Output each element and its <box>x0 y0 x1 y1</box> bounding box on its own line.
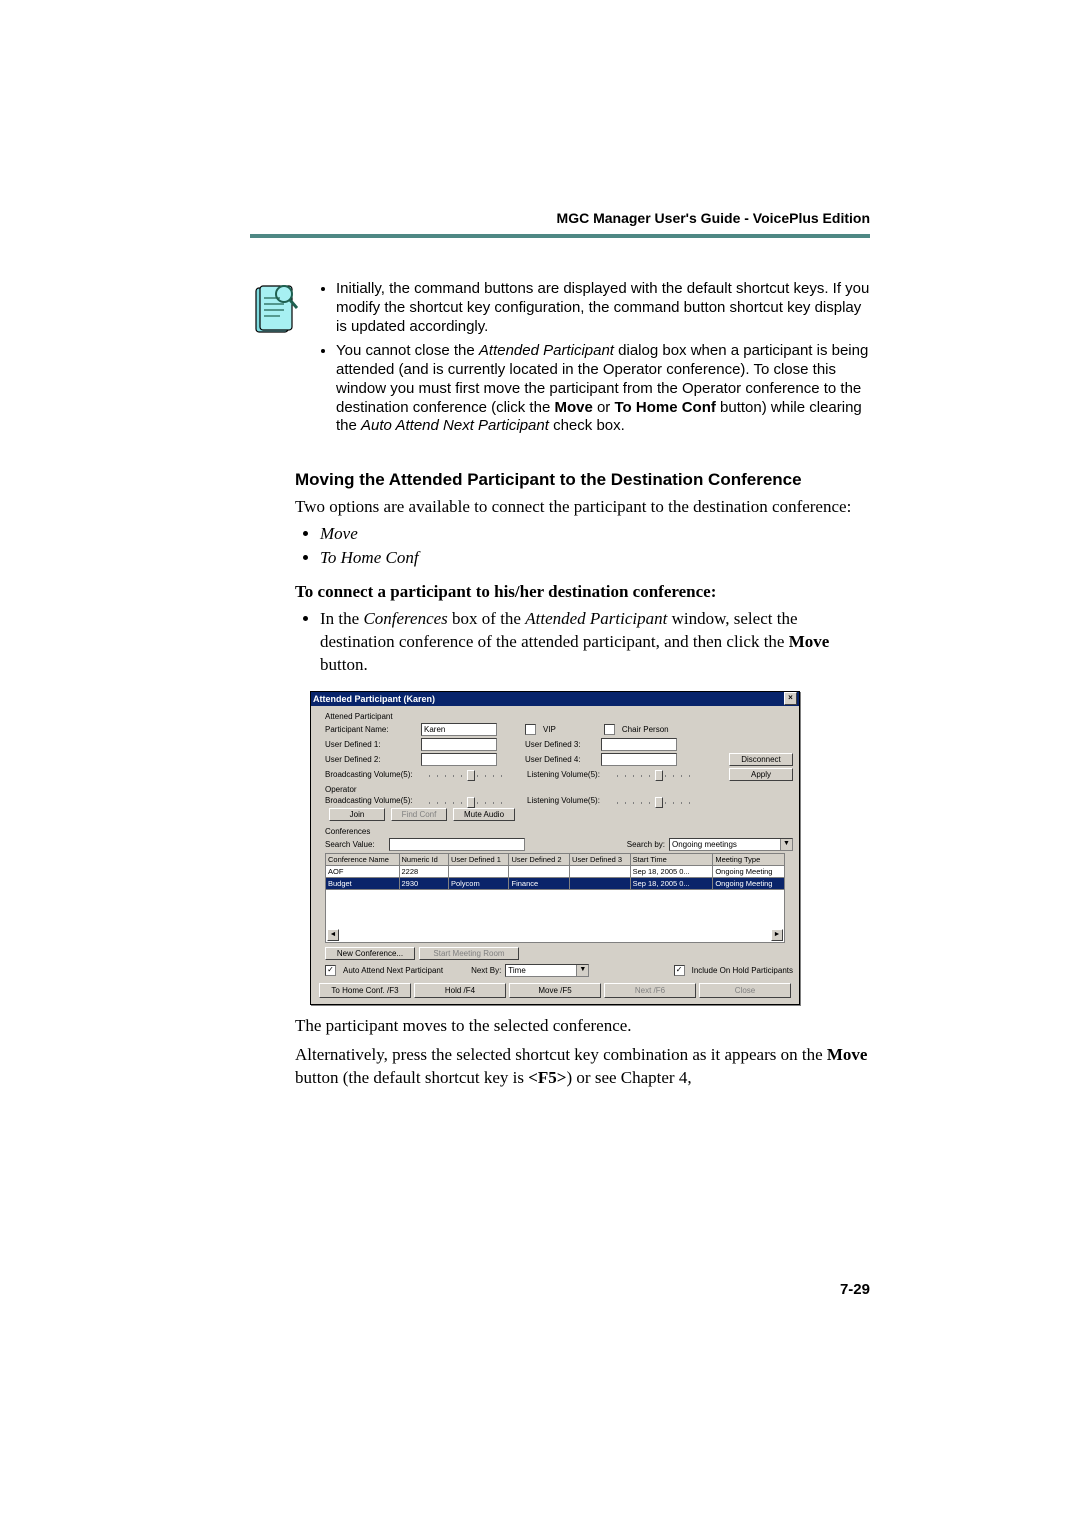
option-move: Move <box>320 523 870 546</box>
drop-search-by[interactable]: Ongoing meetings▼ <box>669 838 793 851</box>
drop-next-by[interactable]: Time▼ <box>505 964 589 977</box>
btn-start-meeting-room[interactable]: Start Meeting Room <box>419 947 519 960</box>
slider-listen[interactable] <box>617 769 697 779</box>
lbl-vip: VIP <box>543 725 556 734</box>
btn-mute-audio[interactable]: Mute Audio <box>453 808 515 821</box>
chk-include-hold[interactable]: ✓ <box>674 965 685 976</box>
note-block: Initially, the command buttons are displ… <box>250 280 870 442</box>
lbl-ud4: User Defined 4: <box>525 755 597 764</box>
lbl-ud3: User Defined 3: <box>525 740 597 749</box>
chk-auto-attend[interactable]: ✓ <box>325 965 336 976</box>
option-home: To Home Conf <box>320 547 870 570</box>
group-conferences: Conferences <box>325 827 793 836</box>
step-1: In the Conferences box of the Attended P… <box>250 608 870 677</box>
scroll-right-icon[interactable]: ► <box>771 929 783 941</box>
scroll-left-icon[interactable]: ◄ <box>327 929 339 941</box>
note-text: Initially, the command buttons are displ… <box>318 280 870 442</box>
lbl-bvol2: Broadcasting Volume(5): <box>325 796 425 805</box>
section-intro: Two options are available to connect the… <box>250 496 870 570</box>
input-search-value[interactable] <box>389 838 525 851</box>
close-icon[interactable]: × <box>784 692 797 705</box>
lbl-auto-attend: Auto Attend Next Participant <box>343 966 443 975</box>
note-bullet-1-text: Initially, the command buttons are displ… <box>336 280 869 335</box>
btn-move[interactable]: Move /F5 <box>509 983 601 998</box>
note-icon <box>250 280 298 340</box>
content-area: Initially, the command buttons are displ… <box>250 280 870 1089</box>
group-attended: Attened Participant <box>325 712 793 721</box>
dialog-figure: Attended Participant (Karen) × Attened P… <box>250 691 870 1005</box>
btn-join[interactable]: Join <box>329 808 385 821</box>
sub-heading: To connect a participant to his/her dest… <box>250 582 870 602</box>
btn-close[interactable]: Close <box>699 983 791 998</box>
lbl-search-by: Search by: <box>627 840 665 849</box>
btn-apply[interactable]: Apply <box>729 768 793 781</box>
slider-listen-op[interactable] <box>617 796 697 806</box>
dialog-bottom-buttons: To Home Conf. /F3 Hold /F4 Move /F5 Next… <box>319 983 791 998</box>
chk-vip[interactable] <box>525 724 536 735</box>
running-header: MGC Manager User's Guide - VoicePlus Edi… <box>557 210 870 226</box>
dialog-titlebar[interactable]: Attended Participant (Karen) × <box>311 692 799 706</box>
dialog-title-text: Attended Participant (Karen) <box>313 692 435 706</box>
btn-find-conf[interactable]: Find Conf <box>391 808 447 821</box>
input-ud2[interactable] <box>421 753 497 766</box>
lbl-next-by: Next By: <box>471 966 501 975</box>
lbl-lvol2: Listening Volume(5): <box>527 796 613 805</box>
attended-participant-dialog: Attended Participant (Karen) × Attened P… <box>310 691 800 1005</box>
btn-new-conference[interactable]: New Conference... <box>325 947 415 960</box>
slider-broadcast-op[interactable] <box>429 796 509 806</box>
btn-next[interactable]: Next /F6 <box>604 983 696 998</box>
slider-broadcast[interactable] <box>429 769 509 779</box>
page-number: 7-29 <box>840 1281 870 1298</box>
input-participant-name[interactable]: Karen <box>421 723 497 736</box>
lbl-ud2: User Defined 2: <box>325 755 417 764</box>
table-blank: ◄ ► <box>325 890 785 943</box>
table-row[interactable]: Budget 2930 Polycom Finance Sep 18, 2005… <box>325 878 785 890</box>
table-header: Conference Name Numeric Id User Defined … <box>325 853 785 866</box>
section-heading: Moving the Attended Participant to the D… <box>250 470 870 490</box>
input-ud1[interactable] <box>421 738 497 751</box>
lbl-bvol: Broadcasting Volume(5): <box>325 770 425 779</box>
input-ud4[interactable] <box>601 753 677 766</box>
lbl-ud1: User Defined 1: <box>325 740 417 749</box>
after-figure: The participant moves to the selected co… <box>250 1015 870 1090</box>
lbl-chair: Chair Person <box>622 725 669 734</box>
after-p1: The participant moves to the selected co… <box>295 1015 870 1038</box>
group-operator: Operator <box>325 785 793 794</box>
btn-to-home[interactable]: To Home Conf. /F3 <box>319 983 411 998</box>
lbl-search-value: Search Value: <box>325 840 385 849</box>
lbl-lvol: Listening Volume(5): <box>527 770 613 779</box>
dialog-body: Attened Participant Participant Name: Ka… <box>311 706 799 1004</box>
lbl-participant-name: Participant Name: <box>325 725 417 734</box>
conference-table: Conference Name Numeric Id User Defined … <box>325 853 785 943</box>
header-rule <box>250 234 870 238</box>
note-bullet-1: Initially, the command buttons are displ… <box>336 280 870 336</box>
input-ud3[interactable] <box>601 738 677 751</box>
document-page: MGC Manager User's Guide - VoicePlus Edi… <box>0 0 1080 1528</box>
table-row[interactable]: AOF 2228 Sep 18, 2005 0... Ongoing Meeti… <box>325 866 785 878</box>
after-p2: Alternatively, press the selected shortc… <box>295 1044 870 1090</box>
lbl-include-hold: Include On Hold Participants <box>692 966 793 975</box>
btn-disconnect[interactable]: Disconnect <box>729 753 793 766</box>
chk-chair[interactable] <box>604 724 615 735</box>
chevron-down-icon: ▼ <box>780 839 792 850</box>
btn-hold[interactable]: Hold /F4 <box>414 983 506 998</box>
chevron-down-icon: ▼ <box>576 965 588 976</box>
note-bullet-2: You cannot close the Attended Participan… <box>336 342 870 436</box>
